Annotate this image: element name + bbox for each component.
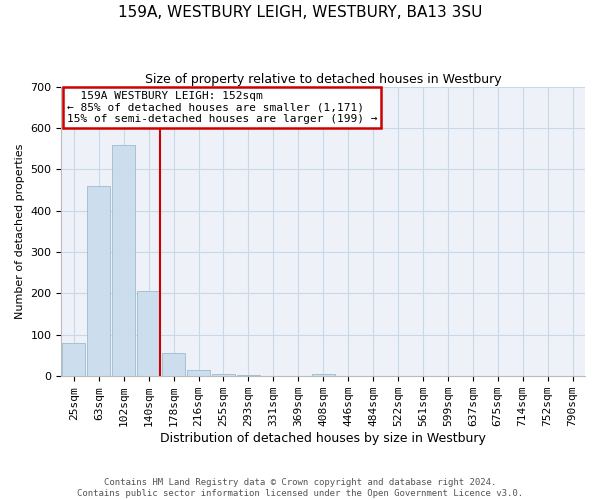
Text: 159A WESTBURY LEIGH: 152sqm
← 85% of detached houses are smaller (1,171)
15% of : 159A WESTBURY LEIGH: 152sqm ← 85% of det… <box>67 91 377 124</box>
Bar <box>88 186 110 376</box>
Bar <box>312 374 335 376</box>
Bar <box>137 292 160 376</box>
Bar <box>162 352 185 376</box>
Text: 159A, WESTBURY LEIGH, WESTBURY, BA13 3SU: 159A, WESTBURY LEIGH, WESTBURY, BA13 3SU <box>118 5 482 20</box>
X-axis label: Distribution of detached houses by size in Westbury: Distribution of detached houses by size … <box>160 432 486 445</box>
Bar <box>112 144 135 376</box>
Title: Size of property relative to detached houses in Westbury: Size of property relative to detached ho… <box>145 72 502 86</box>
Bar <box>187 370 210 376</box>
Text: Contains HM Land Registry data © Crown copyright and database right 2024.
Contai: Contains HM Land Registry data © Crown c… <box>77 478 523 498</box>
Bar <box>212 374 235 376</box>
Y-axis label: Number of detached properties: Number of detached properties <box>15 144 25 319</box>
Bar <box>62 343 85 376</box>
Bar <box>237 375 260 376</box>
